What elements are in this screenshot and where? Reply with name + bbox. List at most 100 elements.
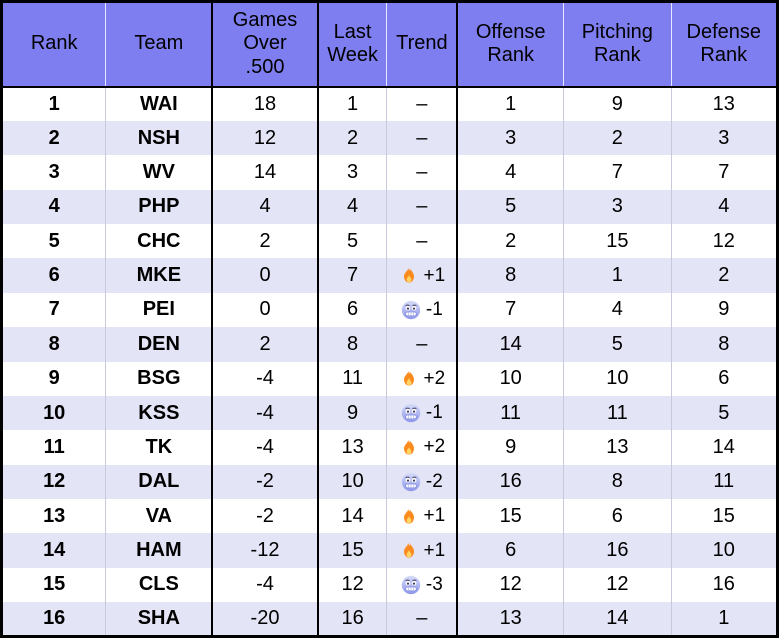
- trend-cell: –: [386, 224, 459, 259]
- rank-cell: 1: [1, 86, 107, 121]
- team-cell: PEI: [105, 292, 214, 328]
- rank-cell: 15: [1, 567, 107, 603]
- rank-cell: 7: [1, 292, 107, 328]
- table-row: 11 TK -4 13 +2 9 13 14: [1, 430, 778, 465]
- pitching-rank-cell: 11: [563, 395, 672, 431]
- games-over-cell: -2: [212, 499, 319, 534]
- rank-cell: 16: [1, 602, 107, 637]
- team-cell: WAI: [105, 86, 214, 121]
- table-row: 9 BSG -4 11 +2 10 10 6: [1, 361, 778, 396]
- header-rank: Rank: [1, 1, 107, 88]
- defense-rank-cell: 16: [712, 573, 735, 596]
- rank-cell: 2: [1, 120, 107, 156]
- trend-cell: +1: [386, 499, 459, 534]
- trend-indicator: -1: [387, 299, 456, 321]
- table-row: 5 CHC 2 5–2 15 12: [1, 224, 778, 259]
- offense-rank-cell: 10: [457, 361, 565, 396]
- offense-rank-cell: 9: [457, 430, 565, 465]
- team-cell: CLS: [105, 567, 214, 603]
- last-week-cell: 10: [317, 464, 388, 499]
- defense-rank-cell: 12: [712, 229, 735, 252]
- offense-rank-cell: 12: [457, 567, 565, 603]
- team-cell: CHC: [105, 224, 214, 259]
- trend-delta: +1: [423, 539, 446, 561]
- trend-indicator: +2: [387, 436, 456, 458]
- offense-rank-cell: 14: [457, 327, 565, 362]
- last-week-cell: 6: [317, 292, 388, 328]
- games-over-cell: 4: [212, 189, 319, 224]
- offense-rank-cell: 16: [457, 464, 565, 499]
- header-pitching-rank: Pitching Rank: [563, 1, 672, 88]
- trend-cell: +2: [386, 430, 459, 465]
- pitching-rank-cell: 15: [563, 224, 672, 259]
- last-week-cell: 11: [317, 361, 388, 396]
- table-row: 16 SHA -20 16–13 14 1: [1, 602, 778, 637]
- trend-indicator: -1: [387, 402, 456, 424]
- pitching-rank-cell: 6: [563, 499, 672, 534]
- table-row: 12 DAL -2 10 -2 16 8 11: [1, 464, 778, 499]
- pitching-rank-cell: 8: [563, 464, 672, 499]
- trend-cell: -1: [386, 395, 459, 431]
- offense-rank-cell: 11: [457, 395, 565, 431]
- games-over-cell: -12: [212, 533, 319, 568]
- table-row: 7 PEI 0 6 -1 7 4 9: [1, 292, 778, 328]
- table-row: 13 VA -2 14 +1 15 6 15: [1, 499, 778, 534]
- team-cell: BSG: [105, 361, 214, 396]
- trend-indicator: -2: [387, 471, 456, 493]
- defense-rank-cell: 3: [718, 126, 730, 149]
- pitching-rank-cell: 4: [563, 292, 672, 328]
- pitching-rank-cell: 9: [563, 86, 672, 121]
- trend-no-change: –: [416, 92, 428, 115]
- offense-rank-cell: 2: [457, 224, 565, 259]
- trend-delta: +1: [423, 505, 446, 527]
- offense-rank-cell: 1: [457, 86, 565, 121]
- trend-cell: +2: [386, 361, 459, 396]
- games-over-cell: 0: [212, 292, 319, 328]
- games-over-cell: 14: [212, 155, 319, 190]
- last-week-cell: 5: [317, 224, 388, 259]
- header-games-over: Games Over .500: [212, 1, 319, 88]
- table-row: 10 KSS -4 9 -1 11 11 5: [1, 395, 778, 431]
- games-over-cell: -4: [212, 361, 319, 396]
- games-over-cell: -4: [212, 567, 319, 603]
- games-over-cell: -20: [212, 602, 319, 637]
- trend-delta: -3: [425, 573, 443, 595]
- trend-no-change: –: [416, 332, 428, 355]
- offense-rank-cell: 8: [457, 258, 565, 293]
- offense-rank-cell: 7: [457, 292, 565, 328]
- pitching-rank-cell: 13: [563, 430, 672, 465]
- cold-face-icon: [401, 472, 421, 492]
- pitching-rank-cell: 1: [563, 258, 672, 293]
- games-over-cell: 2: [212, 327, 319, 362]
- team-cell: KSS: [105, 395, 214, 431]
- offense-rank-cell: 4: [457, 155, 565, 190]
- trend-no-change: –: [416, 229, 428, 252]
- pitching-rank-cell: 14: [563, 602, 672, 637]
- offense-rank-cell: 15: [457, 499, 565, 534]
- team-cell: MKE: [105, 258, 214, 293]
- defense-rank-cell: 1: [718, 607, 730, 630]
- trend-cell: -3: [386, 567, 459, 603]
- fire-icon: [403, 438, 414, 455]
- header-team: Team: [105, 1, 214, 88]
- trend-delta: -2: [425, 470, 443, 492]
- table-row: 14 HAM -12 15 +1 6 16 10: [1, 533, 778, 568]
- trend-cell: -2: [386, 464, 459, 499]
- defense-rank-cell: 14: [712, 435, 735, 458]
- trend-cell: –: [386, 189, 459, 224]
- last-week-cell: 4: [317, 189, 388, 224]
- offense-rank-cell: 13: [457, 602, 565, 637]
- pitching-rank-cell: 10: [563, 361, 672, 396]
- offense-rank-cell: 3: [457, 120, 565, 156]
- rank-cell: 14: [1, 533, 107, 568]
- pitching-rank-cell: 5: [563, 327, 672, 362]
- team-cell: PHP: [105, 189, 214, 224]
- last-week-cell: 7: [317, 258, 388, 293]
- pitching-rank-cell: 2: [563, 120, 672, 156]
- last-week-cell: 9: [317, 395, 388, 431]
- team-cell: DAL: [105, 464, 214, 499]
- trend-delta: +1: [423, 264, 446, 286]
- trend-cell: –: [386, 120, 459, 156]
- table-row: 2 NSH 12 2–3 2 3: [1, 120, 778, 156]
- header-row: Rank Team Games Over .500 Last Week Tren…: [1, 1, 778, 88]
